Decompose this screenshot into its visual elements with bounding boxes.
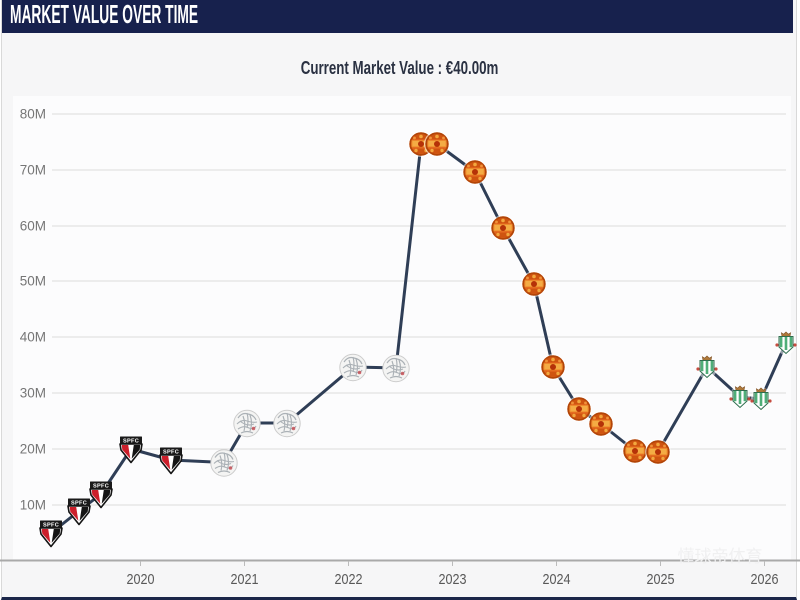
svg-text:2022: 2022: [335, 571, 363, 588]
svg-text:60M: 60M: [20, 219, 46, 234]
svg-text:40M: 40M: [20, 330, 46, 345]
svg-text:70M: 70M: [20, 163, 46, 178]
svg-text:2026: 2026: [751, 571, 779, 588]
svg-text:2025: 2025: [647, 571, 675, 588]
svg-text:2024: 2024: [543, 571, 571, 588]
svg-text:2020: 2020: [127, 571, 155, 588]
svg-text:2023: 2023: [439, 571, 467, 588]
svg-text:懂球帝体育: 懂球帝体育: [678, 547, 763, 566]
svg-text:2021: 2021: [231, 571, 259, 588]
svg-text:30M: 30M: [20, 386, 46, 401]
svg-text:20M: 20M: [20, 442, 46, 457]
svg-text:80M: 80M: [20, 107, 46, 122]
svg-text:10M: 10M: [20, 498, 46, 513]
svg-text:50M: 50M: [20, 274, 46, 289]
